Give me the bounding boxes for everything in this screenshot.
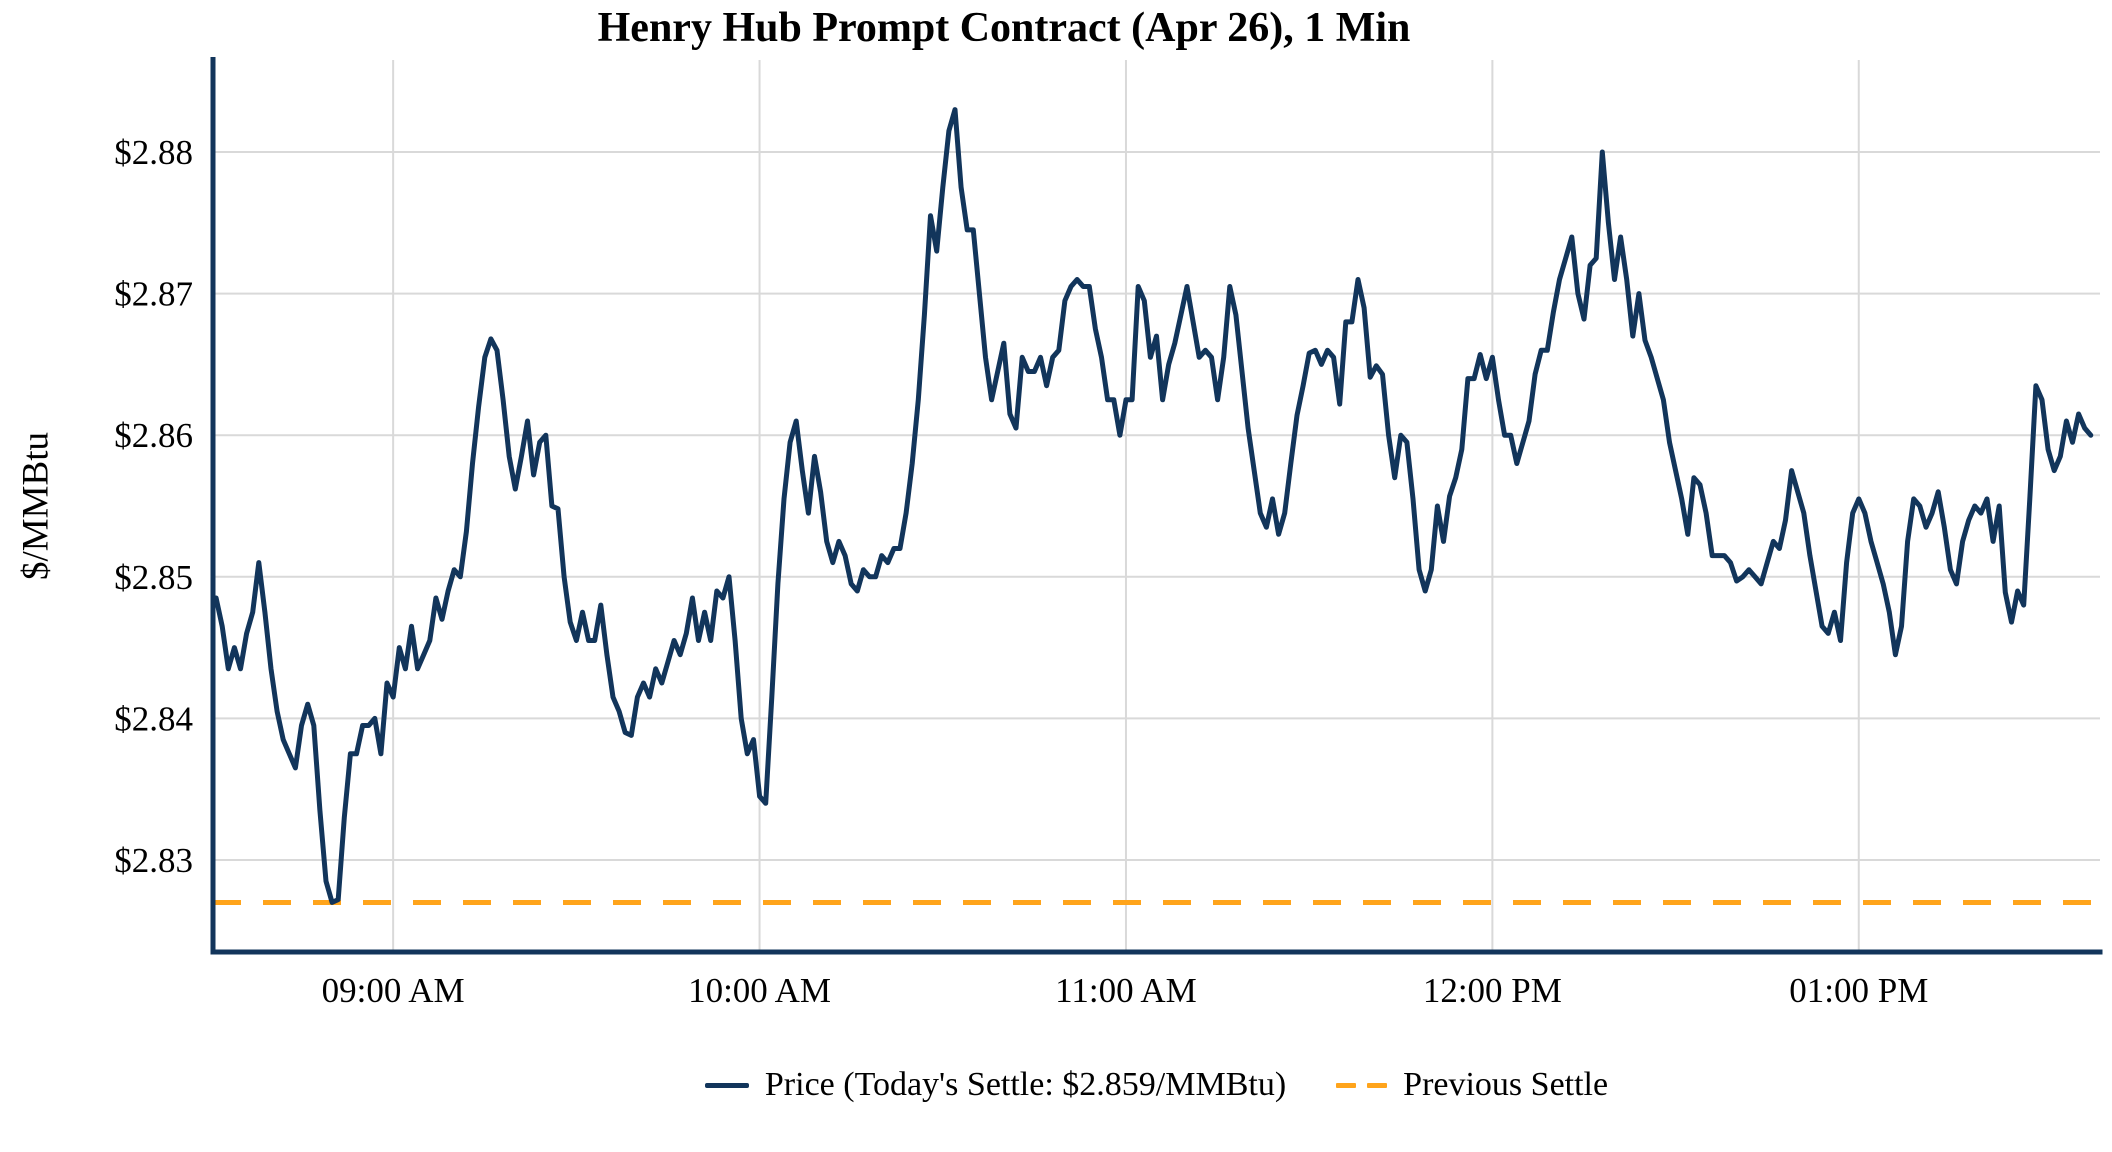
legend: Price (Today's Settle: $2.859/MMBtu) Pre… (213, 1066, 2100, 1104)
axis-spines (210, 57, 2103, 955)
y-tick-label: $2.84 (114, 699, 193, 738)
x-tick-label: 01:00 PM (1789, 971, 1928, 1010)
gridlines (213, 60, 2100, 952)
legend-price-label: Price (Today's Settle: $2.859/MMBtu) (764, 1066, 1287, 1103)
price-series-path (213, 107, 2094, 905)
y-tick-label: $2.86 (114, 416, 193, 455)
x-tick-label: 12:00 PM (1423, 971, 1562, 1010)
tick-labels: $2.88 $2.87 $2.86 $2.85 $2.84 $2.83 09:00 AM 10… (114, 133, 1928, 1010)
x-tick-label: 10:00 AM (688, 971, 831, 1010)
y-axis-label: $/MMBtu (15, 431, 57, 581)
x-tick-label: 11:00 AM (1055, 971, 1197, 1010)
x-tick-label: 09:00 AM (322, 971, 465, 1010)
price-line-swatch-icon (704, 1082, 749, 1088)
price-line (213, 107, 2094, 905)
chart-title: Henry Hub Prompt Contract (Apr 26), 1 Mi… (597, 5, 1411, 51)
previous-settle-dash-swatch-icon (1336, 1082, 1388, 1088)
y-tick-label: $2.87 (114, 275, 193, 314)
y-tick-label: $2.85 (114, 558, 193, 597)
legend-previous-settle-label: Previous Settle (1403, 1066, 1609, 1103)
y-tick-label: $2.83 (114, 841, 193, 880)
y-tick-label: $2.88 (114, 133, 193, 172)
